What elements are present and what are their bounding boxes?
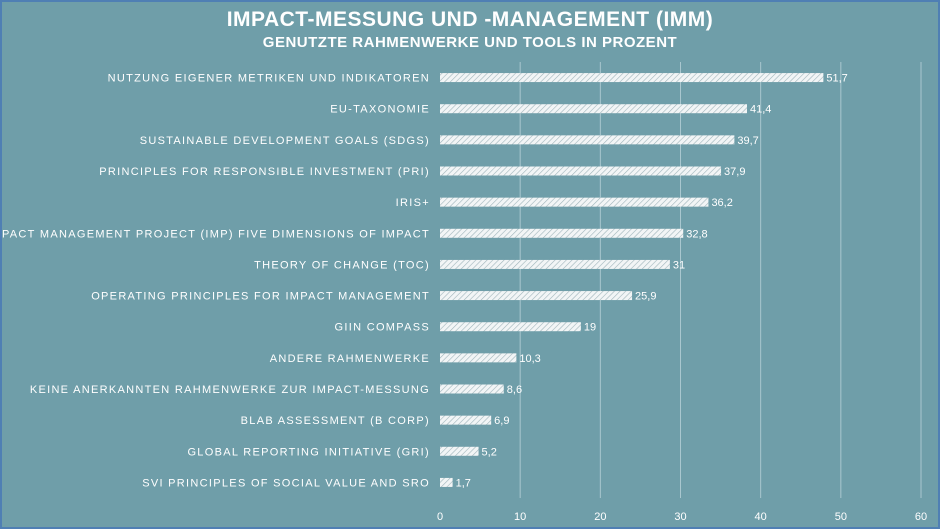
category-label: EU-TAXONOMIE [330,104,430,116]
value-label: 32,8 [686,228,707,240]
x-tick-label: 0 [437,511,443,523]
bar [440,104,747,114]
x-tick-label: 20 [594,511,606,523]
category-label: BLAB ASSESSMENT (B CORP) [241,415,430,427]
bar [440,477,453,487]
bar [440,415,492,425]
category-label: GIIN COMPASS [335,322,430,334]
x-tick-label: 10 [514,511,526,523]
value-label: 51,7 [826,73,847,85]
category-label: THEORY OF CHANGE (TOC) [254,259,430,271]
bar [440,228,684,238]
bar [440,353,517,363]
category-label: NUTZUNG EIGENER METRIKEN UND INDIKATOREN [108,73,430,85]
value-label: 6,9 [494,415,509,427]
value-label: 10,3 [519,353,540,365]
bar [440,73,824,83]
category-label: SVI PRINCIPLES OF SOCIAL VALUE AND SRO [142,477,430,489]
chart-subtitle: GENUTZTE RAHMENWERKE UND TOOLS IN PROZEN… [262,34,678,51]
bar [440,446,479,456]
category-label: SUSTAINABLE DEVELOPMENT GOALS (SDGS) [140,135,430,147]
value-label: 19 [584,322,596,334]
value-label: 37,9 [724,166,745,178]
bar [440,291,633,301]
bar [440,197,709,207]
x-tick-label: 50 [835,511,847,523]
value-label: 5,2 [482,446,497,458]
x-tick-label: 40 [755,511,767,523]
bar [440,259,670,269]
category-label: PRINCIPLES FOR RESPONSIBLE INVESTMENT (P… [99,166,430,178]
bar [440,166,722,176]
value-label: 36,2 [711,197,732,209]
bar [440,135,735,145]
category-label: GLOBAL REPORTING INITIATIVE (GRI) [187,446,430,458]
category-label: ANDERE RAHMENWERKE [270,353,430,365]
bar [440,384,504,394]
x-tick-label: 30 [674,511,686,523]
value-label: 8,6 [507,384,522,396]
value-label: 41,4 [750,104,771,116]
category-label: IMPACT MANAGEMENT PROJECT (IMP) FIVE DIM… [0,228,430,240]
bar [440,322,581,332]
category-label: OPERATING PRINCIPLES FOR IMPACT MANAGEME… [91,291,430,303]
value-label: 25,9 [635,291,656,303]
x-tick-label: 60 [915,511,927,523]
chart-title: IMPACT-MESSUNG UND -MANAGEMENT (IMM) [226,8,714,31]
value-label: 39,7 [737,135,758,147]
category-label: KEINE ANERKANNTEN RAHMENWERKE ZUR IMPACT… [30,384,430,396]
value-label: 31 [673,259,685,271]
category-label: IRIS+ [396,197,430,209]
value-label: 1,7 [456,477,471,489]
